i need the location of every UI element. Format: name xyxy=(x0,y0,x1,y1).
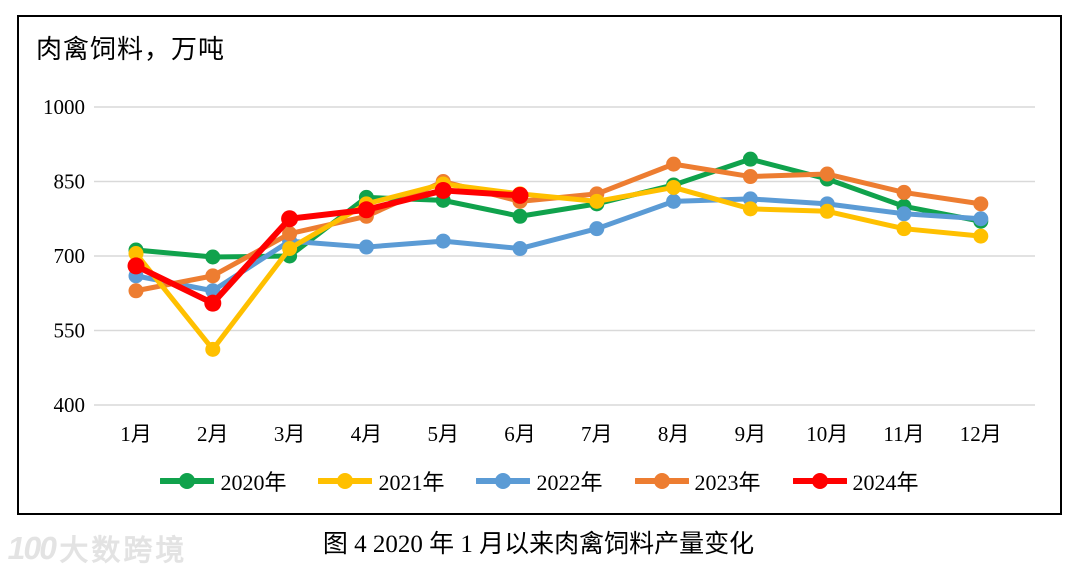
chart-legend: 2020年 2021年 2022年 2023年 2024年 xyxy=(19,465,1060,497)
chart-title: 肉禽饲料，万吨 xyxy=(36,35,226,64)
series-line-2022年 xyxy=(133,196,984,294)
data-point-2023年 xyxy=(128,283,144,299)
y-axis-tick-label: 1000 xyxy=(43,95,85,119)
data-point-2021年 xyxy=(742,201,758,217)
legend-item-2023年: 2023年 xyxy=(634,465,761,497)
legend-item-2024年: 2024年 xyxy=(792,465,919,497)
y-axis-tick-label: 550 xyxy=(54,319,86,343)
data-point-2023年 xyxy=(742,169,758,185)
data-point-2023年 xyxy=(666,156,682,172)
legend-label: 2023年 xyxy=(694,470,761,495)
data-point-2023年 xyxy=(205,268,221,284)
legend-marker-icon xyxy=(792,473,847,489)
watermark: 100 大数跨境 xyxy=(4,527,188,569)
legend-item-2022年: 2022年 xyxy=(476,465,603,497)
data-point-2022年 xyxy=(896,206,912,222)
data-point-2023年 xyxy=(896,184,912,200)
x-axis-tick-label: 9月 xyxy=(735,422,767,446)
x-axis-tick-label: 7月 xyxy=(581,422,613,446)
data-point-2022年 xyxy=(973,211,989,227)
x-axis-tick-label: 2月 xyxy=(197,422,229,446)
legend-marker-icon xyxy=(634,473,689,489)
data-point-2020年 xyxy=(742,151,758,167)
x-axis-tick-label: 5月 xyxy=(427,422,459,446)
data-point-2021年 xyxy=(896,221,912,237)
legend-label: 2020年 xyxy=(220,470,287,495)
data-point-2022年 xyxy=(589,221,605,237)
legend-label: 2021年 xyxy=(378,470,445,495)
y-axis-tick-label: 400 xyxy=(54,393,86,417)
data-point-2021年 xyxy=(205,341,221,357)
data-point-2021年 xyxy=(973,228,989,244)
x-axis-tick-label: 12月 xyxy=(960,422,1002,446)
x-axis-tick-label: 8月 xyxy=(658,422,690,446)
data-point-2021年 xyxy=(819,203,835,219)
data-point-2024年 xyxy=(434,181,452,199)
x-axis-tick-label: 4月 xyxy=(351,422,383,446)
data-point-2021年 xyxy=(128,246,144,262)
watermark-logo-icon: 100 xyxy=(4,529,59,566)
data-point-2021年 xyxy=(282,241,298,257)
series-line-2020年 xyxy=(133,156,984,260)
data-point-2024年 xyxy=(204,294,222,312)
data-point-2024年 xyxy=(357,201,375,219)
series-line-2021年 xyxy=(133,181,984,352)
legend-marker-icon xyxy=(476,473,531,489)
series-line-2024年 xyxy=(133,187,523,307)
data-point-2020年 xyxy=(512,208,528,224)
data-point-2022年 xyxy=(435,233,451,249)
y-axis-tick-label: 850 xyxy=(54,170,86,194)
legend-label: 2024年 xyxy=(852,470,919,495)
x-axis-tick-label: 3月 xyxy=(274,422,306,446)
legend-marker-icon xyxy=(318,473,373,489)
data-point-2024年 xyxy=(127,257,145,275)
line-chart: 1000 850 700 550 400 1月 2月 3月 4月 5月 6月 7月 8月 9月 10月 11月… xyxy=(43,95,1035,446)
legend-item-2020年: 2020年 xyxy=(160,465,286,497)
x-axis-tick-label: 6月 xyxy=(504,422,536,446)
y-axis-tick-label: 700 xyxy=(54,244,86,268)
data-point-2023年 xyxy=(973,196,989,212)
x-axis-tick-label: 1月 xyxy=(120,422,152,446)
x-axis-tick-label: 11月 xyxy=(883,422,924,446)
data-point-2022年 xyxy=(205,283,221,299)
data-point-2022年 xyxy=(512,241,528,257)
data-point-2021年 xyxy=(589,193,605,209)
watermark-text: 大数跨境 xyxy=(59,535,188,567)
legend-item-2021年: 2021年 xyxy=(318,465,444,497)
data-point-2024年 xyxy=(511,186,529,204)
data-point-2024年 xyxy=(281,210,299,228)
data-point-2022年 xyxy=(358,239,374,255)
chart-figure-frame: 肉禽饲料，万吨 1000 850 700 550 400 1月 2月 3月 4月 5月 6月 7月 8月… xyxy=(17,15,1062,515)
data-point-2023年 xyxy=(819,166,835,182)
figure-caption: 图 4 2020 年 1 月以来肉禽饲料产量变化 xyxy=(322,531,755,558)
data-point-2021年 xyxy=(666,179,682,195)
x-axis-tick-label: 10月 xyxy=(806,422,848,446)
series-line-2023年 xyxy=(133,161,984,294)
legend-label: 2022年 xyxy=(536,470,603,495)
data-point-2020年 xyxy=(205,249,221,265)
data-point-2023年 xyxy=(282,226,298,242)
legend-marker-icon xyxy=(160,473,215,489)
data-point-2022年 xyxy=(666,193,682,209)
